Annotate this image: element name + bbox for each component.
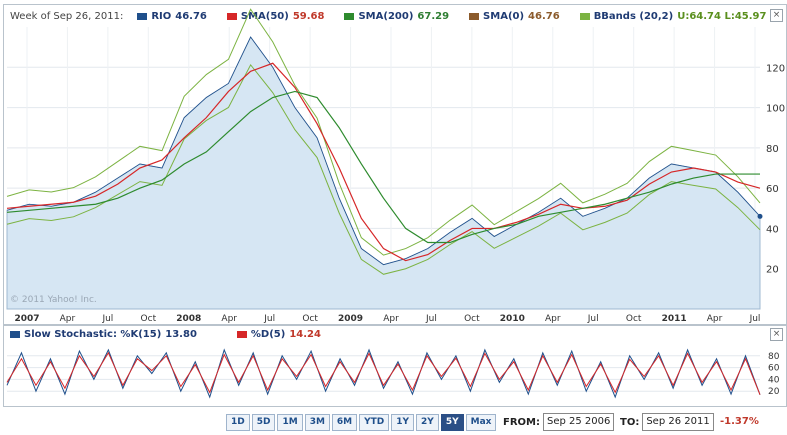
legend-label: RIO [151, 10, 172, 22]
watermark: © 2011 Yahoo! Inc. [10, 295, 97, 305]
range-button-1d[interactable]: 1D [226, 414, 250, 431]
y-tick-label: 60 [766, 184, 779, 195]
legend-value: U:64.74 L:45.97 [677, 10, 767, 22]
legend-swatch [137, 12, 148, 20]
range-button-1m[interactable]: 1M [277, 414, 303, 431]
from-date-input[interactable]: Sep 25 2006 [542, 413, 615, 431]
x-tick-label: Jul [587, 314, 599, 324]
range-button-max[interactable]: Max [465, 414, 497, 431]
from-label: FROM: [503, 416, 540, 428]
stoch-legend-item: Slow Stochastic: %K(15) 13.80 [10, 329, 197, 340]
to-date-input[interactable]: Sep 26 2011 [642, 413, 714, 431]
range-button-6m[interactable]: 6M [331, 414, 358, 431]
x-tick-label: Oct [302, 314, 318, 324]
x-tick-label: 2011 [662, 314, 687, 324]
legend-label: BBands (20,2) [593, 10, 674, 22]
range-selector: 1D 5D 1M 3M 6M YTD 1Y 2Y 5Y Max [226, 414, 497, 431]
stochastic-panel: Slow Stochastic: %K(15) 13.80 %D(5) 14.24 ×… [3, 325, 787, 407]
range-button-1y[interactable]: 1Y [391, 414, 415, 431]
legend-label: SMA(0) [483, 10, 525, 22]
stochastic-legend: Slow Stochastic: %K(15) 13.80 %D(5) 14.24 [4, 326, 786, 342]
x-tick-label: Jul [101, 314, 113, 324]
close-icon[interactable]: × [770, 328, 783, 341]
legend-swatch [10, 330, 20, 338]
legend-value: 67.29 [417, 10, 450, 22]
range-button-3m[interactable]: 3M [304, 414, 330, 431]
main-legend-item: BBands (20,2) U:64.74 L:45.97 [579, 10, 767, 22]
range-button-2y[interactable]: 2Y [416, 414, 439, 431]
x-tick-label: 2010 [500, 314, 525, 324]
y-tick-label: 40 [766, 224, 779, 235]
x-tick-label: Apr [60, 314, 76, 324]
y-tick-label: 80 [766, 144, 779, 155]
y-tick-label: 100 [766, 104, 785, 115]
x-tick-label: Apr [545, 314, 561, 324]
x-tick-label: Jul [263, 314, 275, 324]
bband-upper-line [6, 8, 761, 256]
y-tick-label: 80 [768, 352, 780, 362]
y-tick-label: 120 [766, 63, 785, 74]
close-icon[interactable]: × [770, 9, 783, 22]
y-tick-label: 20 [768, 387, 780, 397]
range-button-5y[interactable]: 5Y [440, 414, 464, 431]
sma200-line [6, 90, 760, 244]
last-point [757, 213, 763, 219]
stoch-legend-item: %D(5) 14.24 [236, 328, 321, 340]
legend-swatch [579, 12, 590, 20]
legend-value: 14.24 [289, 328, 321, 340]
x-tick-label: 2009 [338, 314, 363, 324]
main-legend-item: RIO 46.76 [137, 11, 207, 22]
legend-swatch [344, 12, 355, 20]
bband-lower-line [6, 63, 761, 275]
legend-label: SMA(200) [358, 10, 414, 22]
x-tick-label: Apr [383, 314, 399, 324]
x-tick-label: Oct [464, 314, 480, 324]
x-tick-label: Oct [626, 314, 642, 324]
legend-value: 46.76 [175, 10, 207, 22]
main-legend: Week of Sep 26, 2011: RIO 46.76 SMA(50) 59.… [4, 5, 786, 27]
y-tick-label: 60 [768, 364, 780, 374]
x-tick-label: Apr [707, 314, 723, 324]
y-tick-label: 20 [766, 265, 779, 276]
range-button-ytd[interactable]: YTD [359, 414, 390, 431]
main-legend-item: SMA(0) 46.76 [469, 11, 560, 22]
x-tick-label: Oct [141, 314, 157, 324]
week-label: Week of Sep 26, 2011: [10, 10, 124, 22]
legend-swatch [469, 12, 480, 20]
legend-swatch [236, 330, 247, 338]
x-tick-label: Jul [749, 314, 761, 324]
legend-swatch [226, 12, 237, 20]
x-tick-label: Apr [221, 314, 237, 324]
rio-area [6, 36, 761, 310]
legend-label: %D(5) [250, 328, 286, 340]
x-tick-label: Jul [425, 314, 437, 324]
to-group: TO: Sep 26 2011 [620, 413, 714, 431]
legend-label: Slow Stochastic: %K(15) [24, 328, 162, 340]
change-percent: -1.37% [720, 416, 759, 427]
range-button-5d[interactable]: 5D [251, 414, 276, 431]
rio-line [6, 36, 761, 266]
legend-value: 13.80 [165, 328, 197, 340]
main-legend-item: SMA(50) 59.68 [226, 10, 325, 22]
legend-label: SMA(50) [240, 10, 289, 22]
sma50-line [6, 62, 761, 262]
stoch-k-line [6, 348, 761, 399]
main-legend-item: SMA(200) 67.29 [344, 11, 449, 22]
x-tick-label: 2007 [14, 314, 39, 324]
price-chart: 20 40 60 80 100 120 2007 Apr Jul Oct 2008 Apr Jul Oct… [6, 8, 785, 324]
from-group: FROM: Sep 25 2006 [503, 413, 615, 431]
y-tick-label: 40 [768, 375, 780, 385]
legend-value: 46.76 [528, 10, 560, 22]
legend-value: 59.68 [292, 10, 325, 22]
to-label: TO: [620, 416, 640, 428]
x-tick-label: 2008 [176, 314, 201, 324]
main-chart-panel: Week of Sep 26, 2011: RIO 46.76 SMA(50) 59.… [3, 4, 787, 325]
stoch-d-line [6, 351, 761, 395]
